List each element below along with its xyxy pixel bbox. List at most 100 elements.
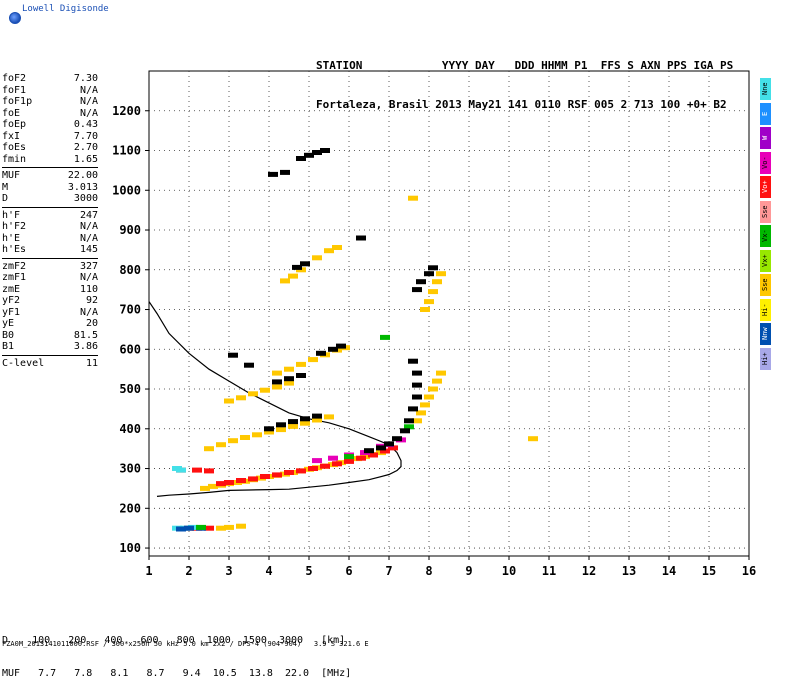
echo-point xyxy=(412,394,422,400)
param-value: N/A xyxy=(79,107,98,119)
station-header: STATION YYYY DAY DDD HHMM P1 FFS S AXN P… xyxy=(316,33,733,124)
legend-swatch-vxplus: Vx+ xyxy=(760,249,771,272)
echo-point xyxy=(408,358,418,364)
echo-point xyxy=(272,384,282,390)
x-tick-label: 10 xyxy=(502,564,516,578)
x-tick-label: 8 xyxy=(425,564,432,578)
x-tick-label: 5 xyxy=(305,564,312,578)
echo-point xyxy=(224,480,234,485)
param-name: yF2 xyxy=(2,295,21,306)
param-name: foEp xyxy=(2,119,27,130)
x-tick-label: 15 xyxy=(702,564,716,578)
echo-point xyxy=(312,255,322,261)
param-value: 7.70 xyxy=(73,130,98,142)
param-row: fmin 1.65 xyxy=(2,154,98,166)
echo-point xyxy=(420,307,430,312)
param-name: fmin xyxy=(2,153,27,165)
param-name: h'E xyxy=(2,232,21,244)
param-row: B1 3.86 xyxy=(2,341,98,353)
x-tick-label: 4 xyxy=(265,564,272,578)
param-value: N/A xyxy=(79,272,98,283)
echo-point xyxy=(312,413,322,419)
echo-point xyxy=(432,279,442,285)
muf-distance-table: D 100 200 400 600 800 1000 1500 3000 [km… xyxy=(2,613,351,690)
echo-point xyxy=(300,420,310,426)
x-tick-label: 3 xyxy=(225,564,232,578)
echo-point xyxy=(228,438,238,444)
param-value: N/A xyxy=(79,221,98,232)
echo-point xyxy=(424,271,434,277)
echo-point xyxy=(380,448,390,454)
param-value: 3000 xyxy=(73,193,98,204)
echo-point xyxy=(272,379,282,385)
legend-swatch-sse: Sse xyxy=(760,274,771,297)
x-tick-label: 13 xyxy=(622,564,636,578)
echo-point xyxy=(436,271,446,277)
param-name: foE xyxy=(2,107,21,119)
echo-point xyxy=(528,436,538,442)
echo-point xyxy=(356,455,366,461)
echo-point xyxy=(296,468,306,474)
x-tick-label: 14 xyxy=(662,564,676,578)
echo-point xyxy=(328,346,338,352)
echo-point xyxy=(388,445,398,451)
echo-point xyxy=(308,466,318,471)
x-tick-label: 7 xyxy=(385,564,392,578)
echo-point xyxy=(264,429,274,435)
param-name: fxI xyxy=(2,130,21,142)
echo-point xyxy=(312,150,322,155)
echo-point xyxy=(420,402,430,408)
param-row: foEs 2.70 xyxy=(2,142,98,154)
echo-point xyxy=(296,156,306,161)
x-tick-label: 12 xyxy=(582,564,596,578)
param-name: yF1 xyxy=(2,306,21,318)
echo-point xyxy=(200,485,210,491)
param-name: B0 xyxy=(2,329,15,341)
echo-point xyxy=(204,468,214,474)
param-row: MUF 22.00 xyxy=(2,170,98,182)
echo-point xyxy=(208,483,218,489)
echo-point xyxy=(308,357,318,363)
param-value: 145 xyxy=(79,244,98,255)
param-row: B0 81.5 xyxy=(2,330,98,342)
y-tick-label: 400 xyxy=(119,422,141,436)
echo-point xyxy=(292,264,302,270)
echo-point xyxy=(424,394,434,400)
legend-swatch-vxminus: Vx- xyxy=(760,225,771,248)
param-name: foF1p xyxy=(2,96,33,107)
param-row: foEp 0.43 xyxy=(2,119,98,131)
echo-point xyxy=(368,452,378,458)
param-divider xyxy=(2,257,98,259)
param-value: N/A xyxy=(79,306,98,318)
legend-swatch-nne: Nne xyxy=(760,78,771,100)
param-value: 0.43 xyxy=(73,119,98,130)
echo-point xyxy=(216,525,226,531)
param-value: 11 xyxy=(85,357,98,369)
file-info-footer: FZA0M_2013141011000.RSF / 300*x256h 50 k… xyxy=(2,640,369,648)
param-row: zmE 110 xyxy=(2,284,98,296)
legend-swatch-e: E xyxy=(760,102,771,125)
echo-point xyxy=(356,235,366,241)
param-row: h'F 247 xyxy=(2,210,98,222)
x-tick-label: 6 xyxy=(345,564,352,578)
x-tick-label: 9 xyxy=(465,564,472,578)
echo-point xyxy=(184,525,194,531)
echo-point xyxy=(272,370,282,376)
echo-point xyxy=(204,446,214,452)
plot-frame xyxy=(148,70,750,557)
param-name: C-level xyxy=(2,357,45,369)
echo-point xyxy=(376,445,386,451)
y-tick-label: 900 xyxy=(119,223,141,237)
param-row: yF2 92 xyxy=(2,295,98,307)
param-value: 1.65 xyxy=(73,153,98,165)
muf-table-muf-row: MUF 7.7 7.8 8.1 8.7 9.4 10.5 13.8 22.0 [… xyxy=(2,668,352,679)
param-row: foF2 7.30 xyxy=(2,73,98,85)
echo-point xyxy=(416,410,426,416)
echo-point xyxy=(316,350,326,356)
echo-point xyxy=(236,523,246,529)
param-row: foF1p N/A xyxy=(2,96,98,108)
param-divider xyxy=(2,167,98,168)
param-name: D xyxy=(2,193,9,204)
echo-point xyxy=(268,171,278,177)
echo-point xyxy=(384,441,394,447)
